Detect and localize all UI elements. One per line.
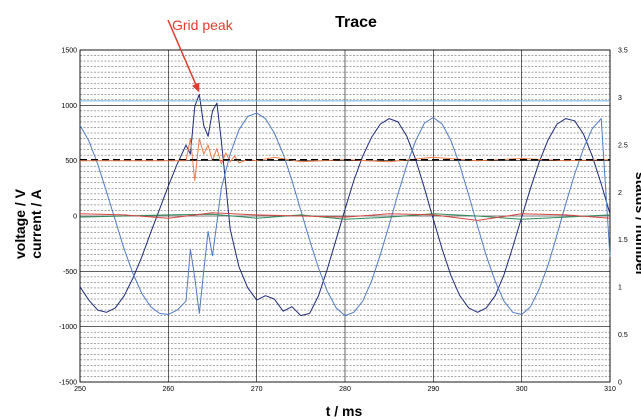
y-tick-label: 0 — [73, 214, 77, 221]
y-tick-label: -1500 — [59, 380, 77, 387]
series-line-1 — [79, 93, 611, 317]
y-tick-label: -500 — [63, 269, 77, 276]
series-line-3 — [80, 138, 611, 182]
y-axis-title: voltage / V current / A — [12, 188, 44, 259]
series-line-5 — [79, 213, 611, 220]
grid — [79, 49, 611, 383]
annotation-arrow-line — [167, 19, 197, 85]
annotation-arrow-head — [192, 82, 200, 93]
annotation: Grid peak — [167, 17, 234, 93]
chart-title: Trace — [335, 14, 377, 31]
y2-tick-label: 3.5 — [618, 48, 628, 55]
y2-tick-label: 0.5 — [618, 332, 628, 339]
x-tick-label: 300 — [516, 386, 528, 393]
x-tick-label: 280 — [339, 386, 351, 393]
y2-tick-label: 3 — [618, 95, 622, 102]
y2-axis-title: status / number — [633, 172, 641, 277]
y-tick-label: 500 — [65, 158, 77, 165]
y-tick-label: -1000 — [59, 324, 77, 331]
series-line-6 — [79, 212, 611, 221]
series-line-2 — [79, 112, 611, 317]
y-tick-label: 1000 — [61, 103, 77, 110]
y2-tick-label: 2.5 — [618, 142, 628, 149]
series-group — [79, 93, 611, 317]
y2-tick-label: 1.5 — [618, 237, 628, 244]
tick-labels: 250 260 270 280 290 300 310150010005000-500-10… — [59, 48, 628, 394]
plot-frame — [79, 49, 611, 383]
x-tick-label: 270 — [251, 386, 263, 393]
y-axis-title-line-1: voltage / V — [12, 188, 28, 259]
annotation-label: Grid peak — [172, 17, 234, 33]
x-tick-label: 250 — [74, 386, 86, 393]
x-axis-title: t / ms — [326, 403, 363, 419]
x-tick-label: 260 — [162, 386, 174, 393]
y2-tick-label: 2 — [618, 190, 622, 197]
y-tick-label: 1500 — [61, 48, 77, 55]
x-tick-label: 310 — [604, 386, 616, 393]
y2-tick-label: 0 — [618, 380, 622, 387]
y-axis-title-line-2: current / A — [28, 189, 44, 259]
x-tick-label: 290 — [427, 386, 439, 393]
y2-tick-label: 1 — [618, 285, 622, 292]
